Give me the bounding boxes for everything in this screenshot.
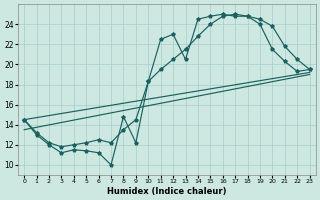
X-axis label: Humidex (Indice chaleur): Humidex (Indice chaleur) bbox=[107, 187, 227, 196]
